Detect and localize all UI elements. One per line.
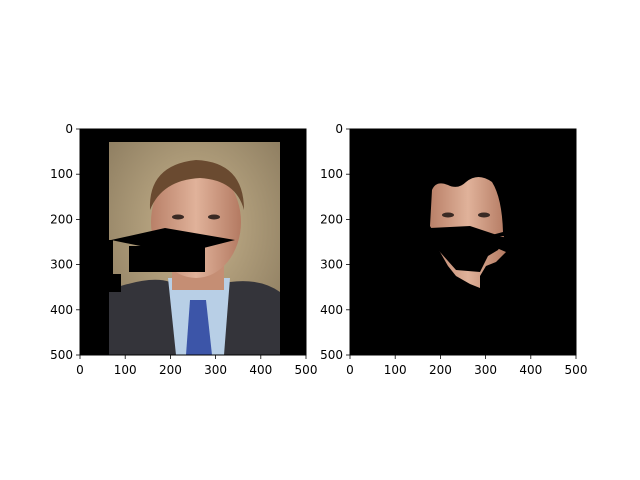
left-x-tick-label: 200 [159,363,182,377]
right-x-tick-label: 300 [474,363,497,377]
right-y-tick-label: 400 [320,303,343,317]
left-y-tick-label: 300 [50,258,73,272]
left-y-tick-label: 100 [50,167,73,181]
right-x-tick-label: 100 [384,363,407,377]
right-x-tick-label: 200 [429,363,452,377]
left-x-tick-label: 100 [114,363,137,377]
left-x-tick-label: 300 [204,363,227,377]
right-y-tick-label: 0 [335,122,343,136]
left-x-tick-label: 500 [295,363,318,377]
right-x-tick-label: 400 [519,363,542,377]
right-y-tick-label: 500 [320,348,343,362]
left-x-tick-label: 0 [76,363,84,377]
left-y-tick-label: 200 [50,212,73,226]
right-skin-mask [430,177,506,288]
left-y-tick-label: 400 [50,303,73,317]
right-x-tick-label: 0 [346,363,354,377]
left-photo [103,142,280,355]
left-y-tick-label: 500 [50,348,73,362]
left-image-panel [79,128,307,356]
right-y-tick-label: 100 [320,167,343,181]
right-x-tick-label: 500 [565,363,588,377]
left-y-tick-label: 0 [65,122,73,136]
left-x-tick-label: 400 [249,363,272,377]
right-y-tick-label: 200 [320,212,343,226]
right-image-panel [349,128,577,356]
right-y-tick-label: 300 [320,258,343,272]
